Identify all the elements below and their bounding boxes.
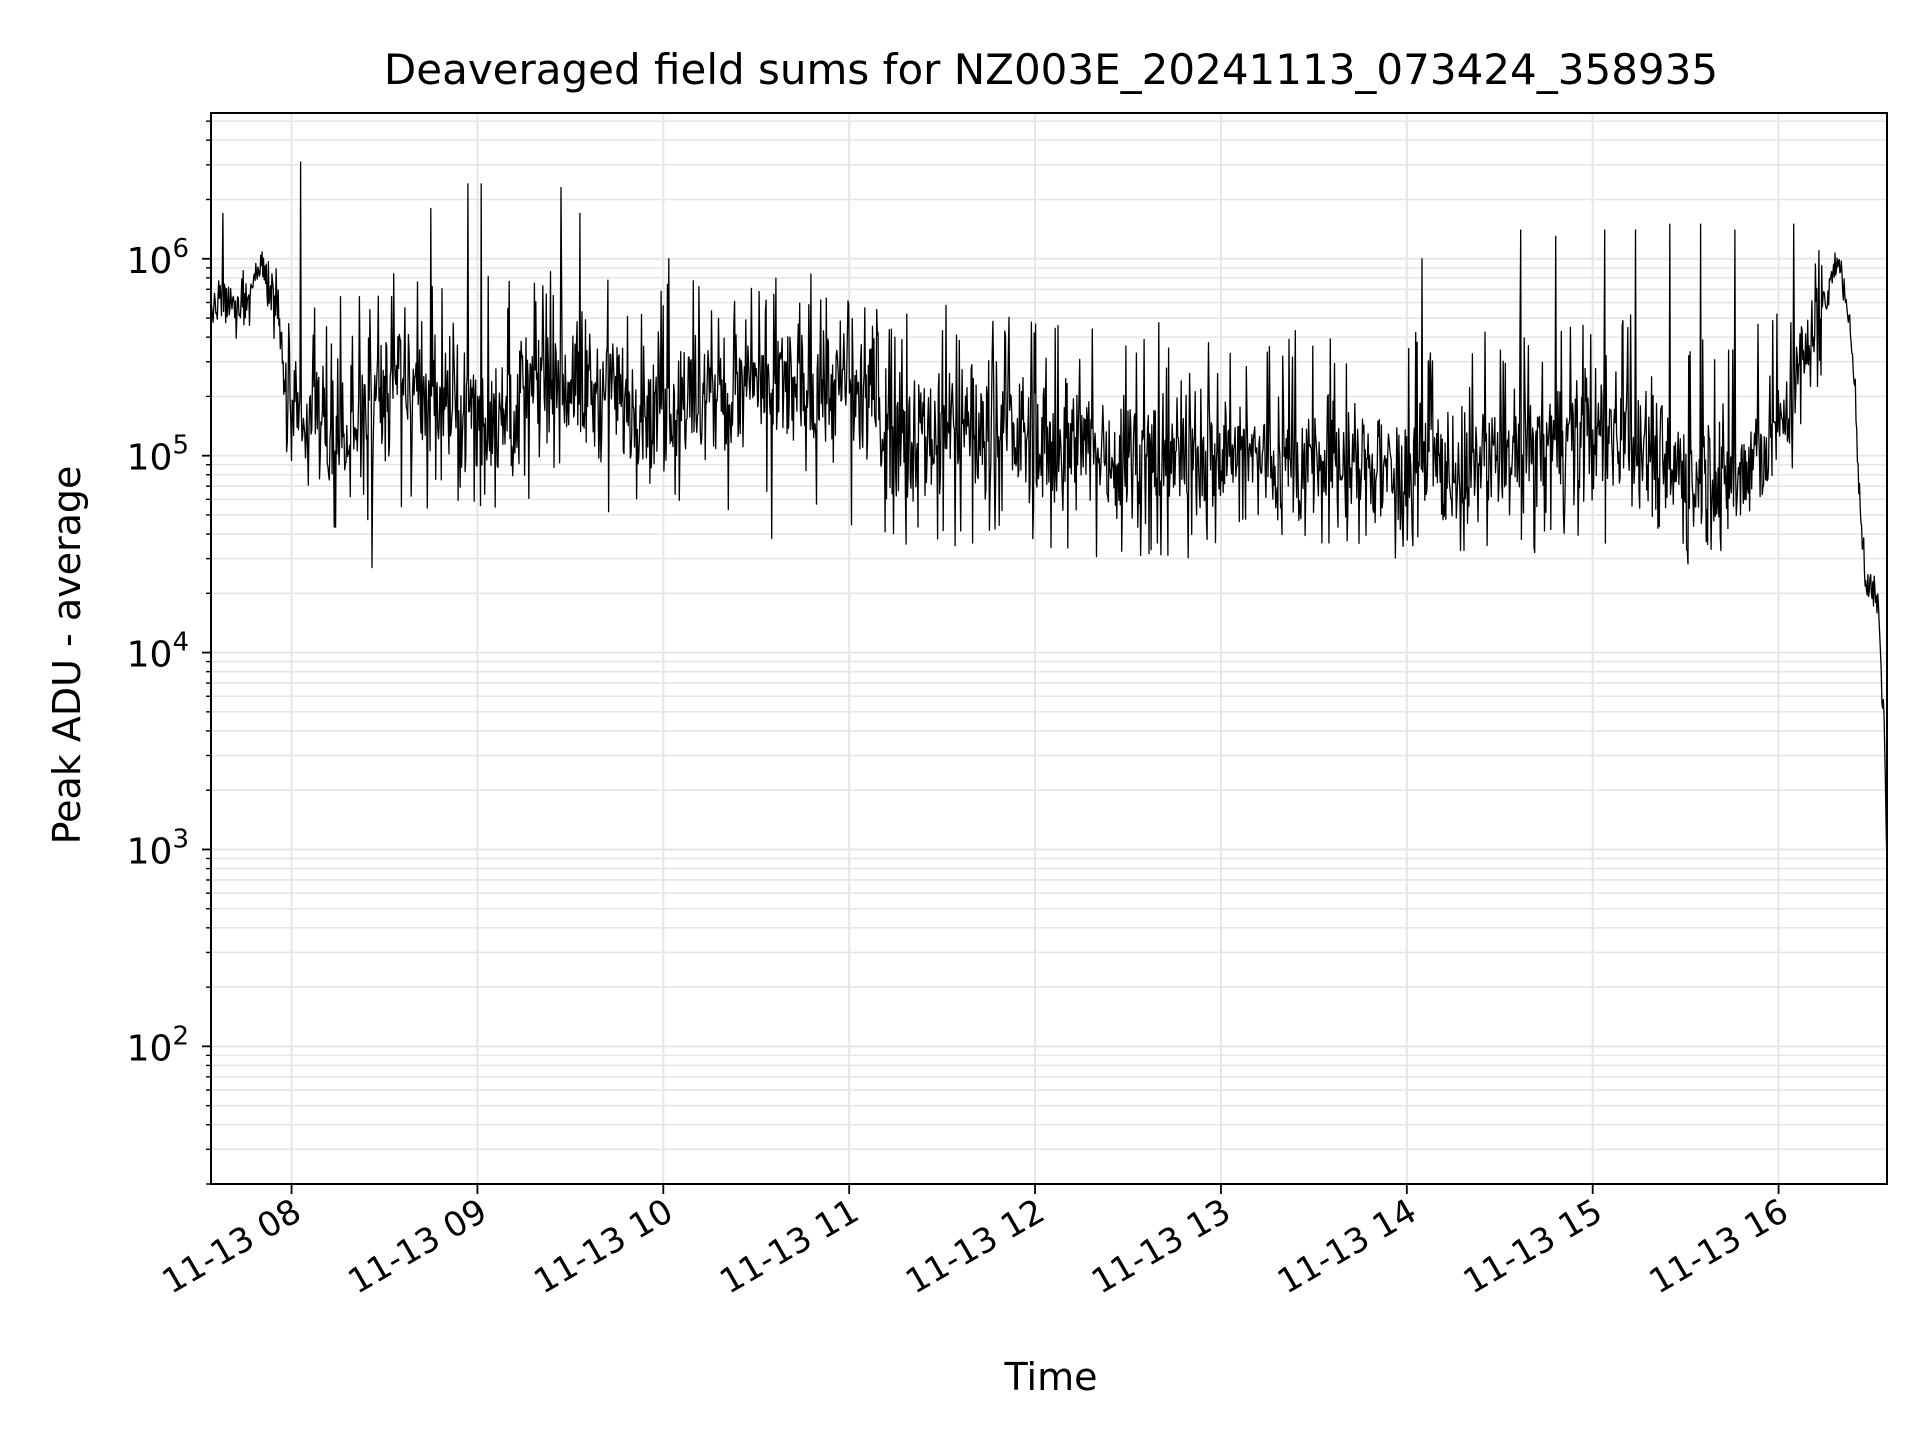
y-axis-label: Peak ADU - average bbox=[45, 466, 89, 845]
chart-title: Deaveraged field sums for NZ003E_2024111… bbox=[384, 45, 1718, 94]
y-tick-label: 106 bbox=[127, 234, 189, 282]
series-line bbox=[210, 161, 1888, 858]
y-tick-label: 104 bbox=[127, 628, 189, 676]
plot-frame bbox=[210, 112, 1888, 1185]
y-tick-label: 102 bbox=[127, 1021, 189, 1069]
y-tick-label: 103 bbox=[127, 824, 189, 872]
y-tick-label: 105 bbox=[127, 431, 189, 479]
x-axis-label: Time bbox=[1004, 1355, 1098, 1399]
series-area bbox=[210, 161, 1888, 858]
